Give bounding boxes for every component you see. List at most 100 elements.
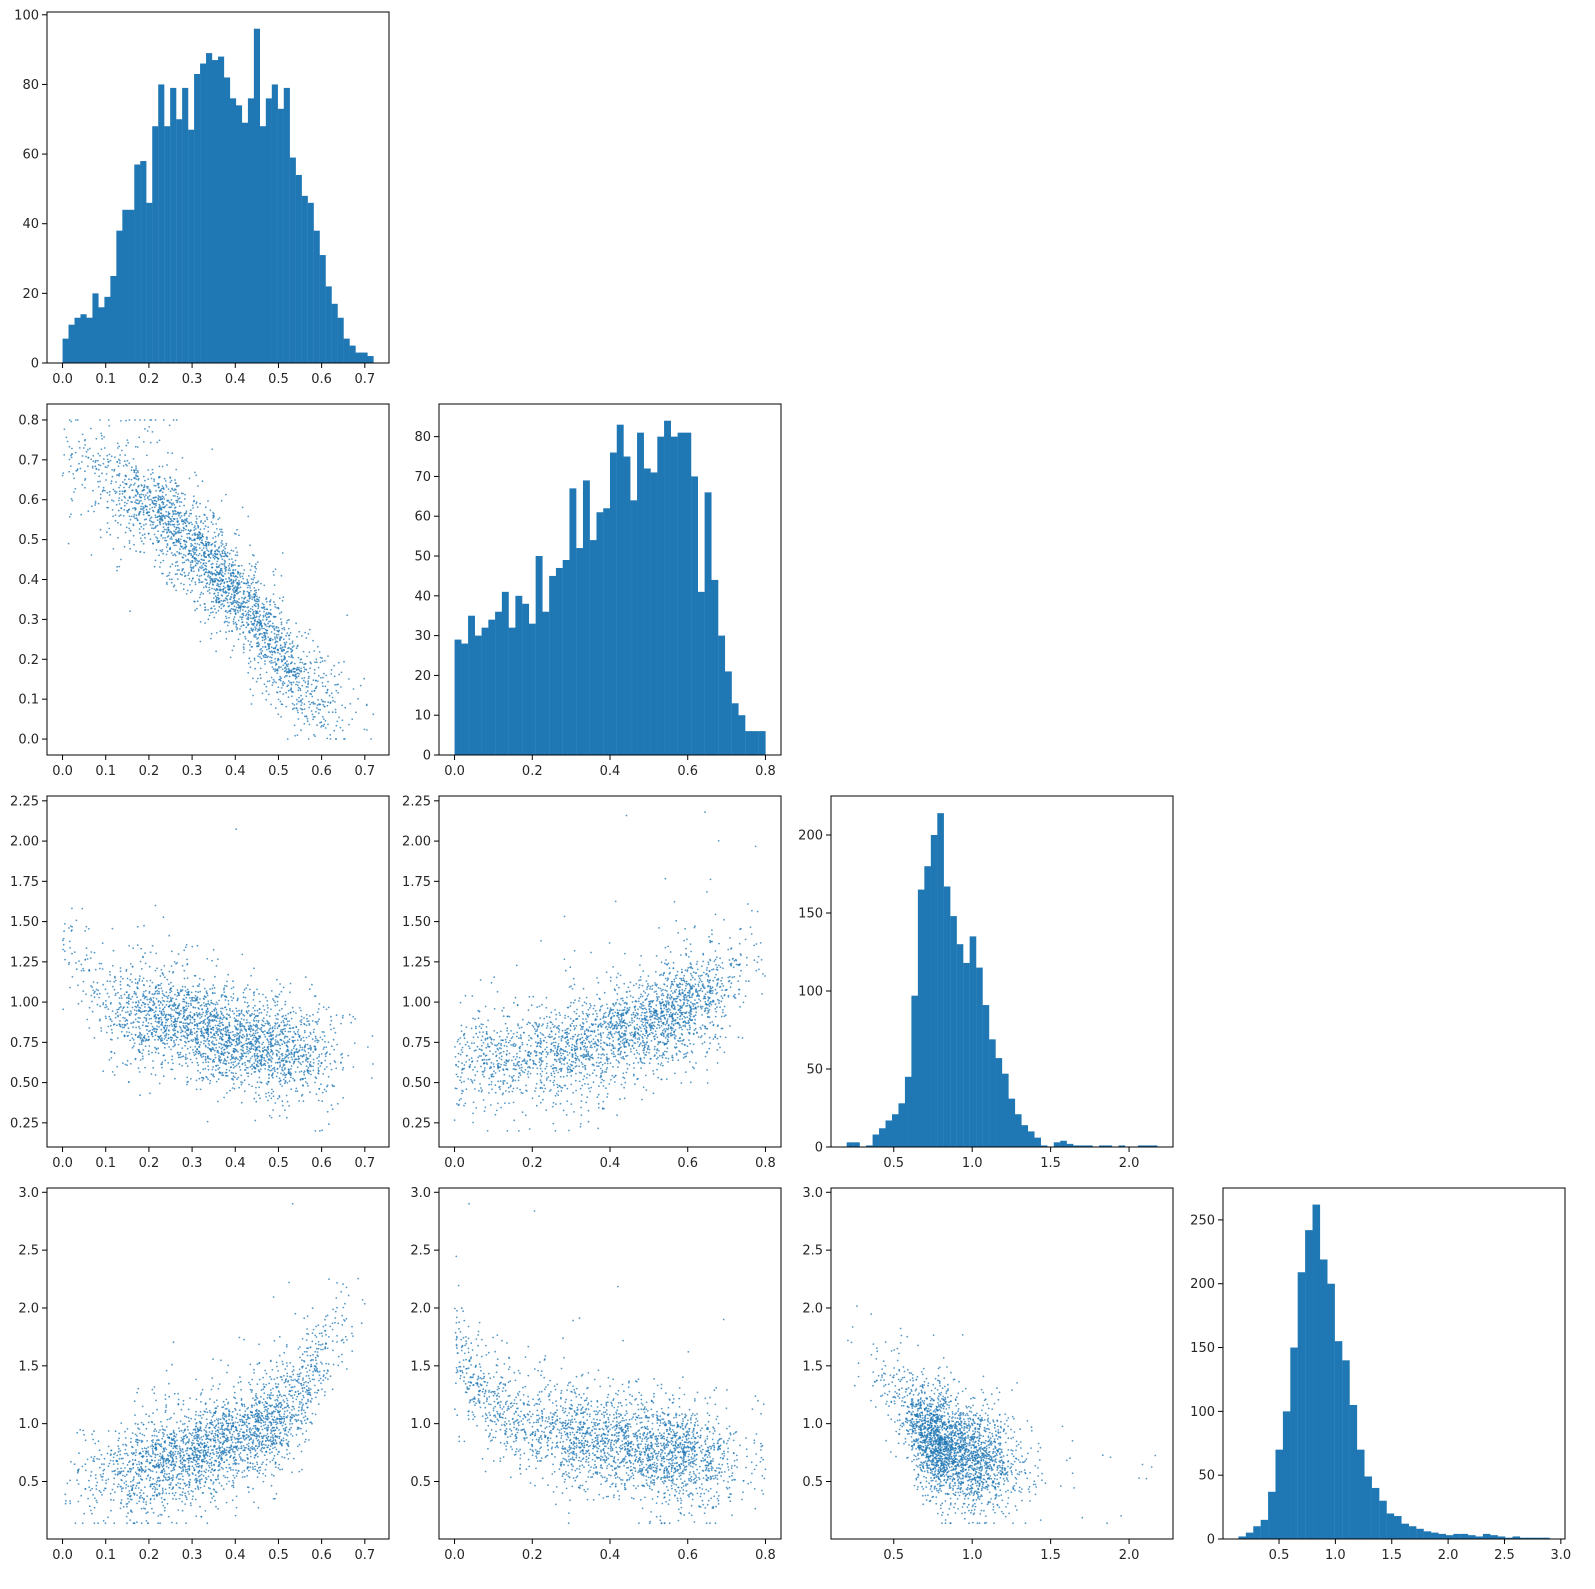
scatter-2-0-point xyxy=(247,1072,250,1074)
scatter-2-0-point xyxy=(234,1058,237,1060)
scatter-2-0-point xyxy=(131,965,134,968)
scatter-1-0-point xyxy=(250,640,252,643)
scatter-1-0-point xyxy=(287,670,290,672)
scatter-2-0-point xyxy=(244,1069,247,1071)
scatter-1-0-point xyxy=(169,490,172,492)
scatter-2-0-point xyxy=(187,1080,189,1083)
scatter-1-0-point xyxy=(234,554,237,556)
scatter-1-0-point xyxy=(255,598,258,600)
scatter-1-0-point xyxy=(239,616,242,618)
scatter-1-0-point xyxy=(304,663,307,665)
scatter-2-0-point xyxy=(145,1019,148,1022)
scatter-2-0-point xyxy=(175,998,178,1001)
scatter-1-0-point xyxy=(175,491,178,494)
scatter-1-0-point xyxy=(184,547,187,550)
scatter-2-0-point xyxy=(170,1017,172,1020)
scatter-1-0-point xyxy=(176,499,179,502)
scatter-2-0-point xyxy=(132,1038,135,1041)
scatter-1-0-point xyxy=(180,582,183,585)
scatter-1-0-point xyxy=(306,655,308,658)
scatter-1-0-point xyxy=(298,666,300,669)
scatter-2-0-point xyxy=(280,1038,282,1041)
scatter-2-0-point xyxy=(296,1090,299,1092)
scatter-1-0-point xyxy=(207,618,210,621)
scatter-2-0-point xyxy=(207,1042,210,1045)
scatter-1-0-point xyxy=(199,528,202,531)
scatter-1-0-point xyxy=(143,496,146,498)
scatter-1-0-point xyxy=(218,550,221,553)
scatter-2-0-point xyxy=(246,984,249,986)
scatter-2-0-point xyxy=(250,1027,253,1030)
scatter-1-0-point xyxy=(205,586,208,589)
scatter-1-0-point xyxy=(249,688,252,691)
scatter-1-0-point xyxy=(76,468,79,471)
scatter-1-0-point xyxy=(187,553,190,556)
scatter-1-0-point xyxy=(337,691,339,694)
scatter-2-0-point xyxy=(91,1000,93,1003)
scatter-1-0-point xyxy=(198,581,201,584)
scatter-2-0-point xyxy=(255,1086,257,1089)
scatter-2-0-point xyxy=(218,1055,220,1057)
hist-3-bar xyxy=(1497,1536,1506,1539)
hist-0-bar xyxy=(295,174,302,363)
scatter-1-0-point xyxy=(189,591,192,594)
scatter-1-0-point xyxy=(239,576,242,578)
scatter-1-0-point xyxy=(171,563,174,566)
scatter-2-0-point xyxy=(300,1009,302,1012)
scatter-1-0-point xyxy=(213,592,216,595)
scatter-1-0-point xyxy=(81,433,84,436)
scatter-1-0-point xyxy=(151,431,154,433)
scatter-1-0-point xyxy=(216,571,219,574)
scatter-1-0-point xyxy=(132,534,135,537)
scatter-1-0-point xyxy=(163,498,166,500)
scatter-2-0-point xyxy=(239,1031,241,1034)
scatter-1-0-point xyxy=(284,669,287,672)
scatter-1-0-point xyxy=(136,446,139,448)
scatter-1-0-point xyxy=(225,617,228,620)
scatter-1-0-point xyxy=(258,629,260,632)
scatter-1-0-point xyxy=(241,506,244,509)
scatter-1-0-point xyxy=(181,545,184,548)
scatter-2-0-point xyxy=(298,1007,301,1009)
scatter-1-0-point xyxy=(290,681,293,684)
hist-3-bar xyxy=(1334,1341,1343,1539)
scatter-2-0-point xyxy=(131,1037,134,1040)
scatter-1-0-point xyxy=(249,594,252,596)
scatter-2-0-point xyxy=(253,1071,256,1073)
scatter-2-0-point xyxy=(227,999,230,1002)
scatter-1-0-point xyxy=(235,626,238,628)
scatter-2-0-point xyxy=(186,1047,189,1050)
scatter-2-0-point xyxy=(300,1063,302,1066)
scatter-2-0-point xyxy=(217,1064,219,1067)
scatter-1-0-point xyxy=(270,656,273,659)
scatter-1-0-point xyxy=(237,591,240,594)
scatter-2-0-point xyxy=(161,1061,164,1064)
scatter-2-0-point xyxy=(215,1032,218,1035)
scatter-1-0-point xyxy=(124,504,126,507)
scatter-2-0-point xyxy=(85,947,88,950)
scatter-1-0-point xyxy=(215,563,218,565)
scatter-2-0-point xyxy=(252,1032,255,1035)
scatter-1-0-point xyxy=(176,485,178,488)
scatter-2-0-point xyxy=(298,1100,300,1102)
scatter-2-0-point xyxy=(314,1047,317,1049)
hist-1-bar xyxy=(657,436,665,755)
scatter-1-0-point xyxy=(307,677,310,680)
scatter-1-0-point xyxy=(239,590,242,593)
scatter-1-0-point xyxy=(170,479,173,482)
scatter-2-0-point xyxy=(341,1052,343,1055)
scatter-1-0-point xyxy=(274,661,276,663)
scatter-2-0-point xyxy=(151,1033,153,1036)
scatter-2-0-point xyxy=(119,1014,122,1016)
hist-2-bar xyxy=(917,889,925,1147)
scatter-2-0-point xyxy=(194,1006,197,1009)
scatter-2-0-point xyxy=(200,1053,203,1056)
scatter-1-0-point xyxy=(134,482,136,485)
scatter-2-0-point xyxy=(272,1052,274,1054)
scatter-1-0-point xyxy=(293,704,296,706)
scatter-1-0-point xyxy=(165,539,168,542)
scatter-2-0-point xyxy=(203,998,206,1000)
scatter-1-0-point xyxy=(94,500,97,503)
scatter-1-0-point xyxy=(174,482,177,484)
scatter-1-0-point xyxy=(310,701,313,704)
